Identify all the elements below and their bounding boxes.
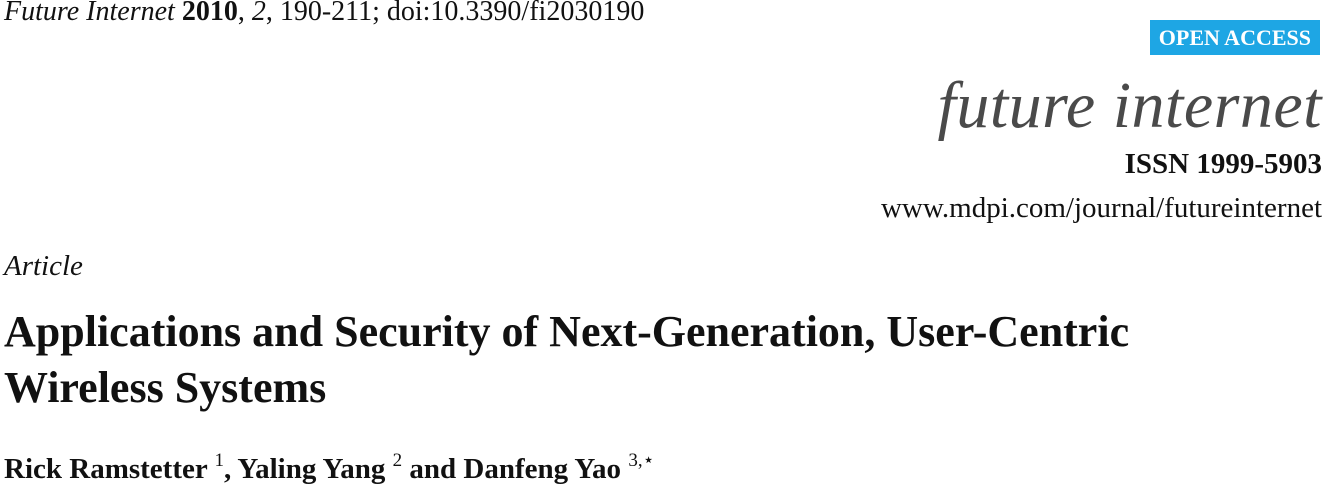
author-name: Danfeng Yao [463, 453, 622, 485]
open-access-badge: OPEN ACCESS [1149, 20, 1320, 55]
author-affiliation: 1 [214, 450, 224, 471]
journal-logo: future internet [937, 69, 1322, 142]
article-type: Article [4, 250, 83, 282]
author-list: Rick Ramstetter 1, Yaling Yang 2 and Dan… [4, 450, 654, 488]
author-separator: and [402, 453, 464, 485]
article-title-line-2: Wireless Systems [4, 363, 327, 412]
issn: ISSN 1999-5903 [1124, 148, 1322, 180]
citation-journal-name: Future Internet [4, 0, 175, 27]
article-title: Applications and Security of Next-Genera… [4, 304, 1304, 416]
citation-year: 2010 [181, 0, 238, 27]
author-affiliation: 3,⋆ [628, 450, 655, 471]
author-name: Yaling Yang [237, 453, 386, 485]
citation-pages-doi: , 190-211; doi:10.3390/fi2030190 [265, 0, 645, 27]
author-separator: , [223, 453, 238, 485]
citation-volume: 2 [251, 0, 266, 27]
author-affiliation: 2 [392, 450, 403, 471]
citation-line: Future Internet 2010, 2, 190-211; doi:10… [4, 0, 644, 30]
author-name: Rick Ramstetter [4, 453, 208, 485]
article-title-line-1: Applications and Security of Next-Genera… [4, 307, 1130, 356]
journal-url[interactable]: www.mdpi.com/journal/futureinternet [880, 192, 1322, 224]
